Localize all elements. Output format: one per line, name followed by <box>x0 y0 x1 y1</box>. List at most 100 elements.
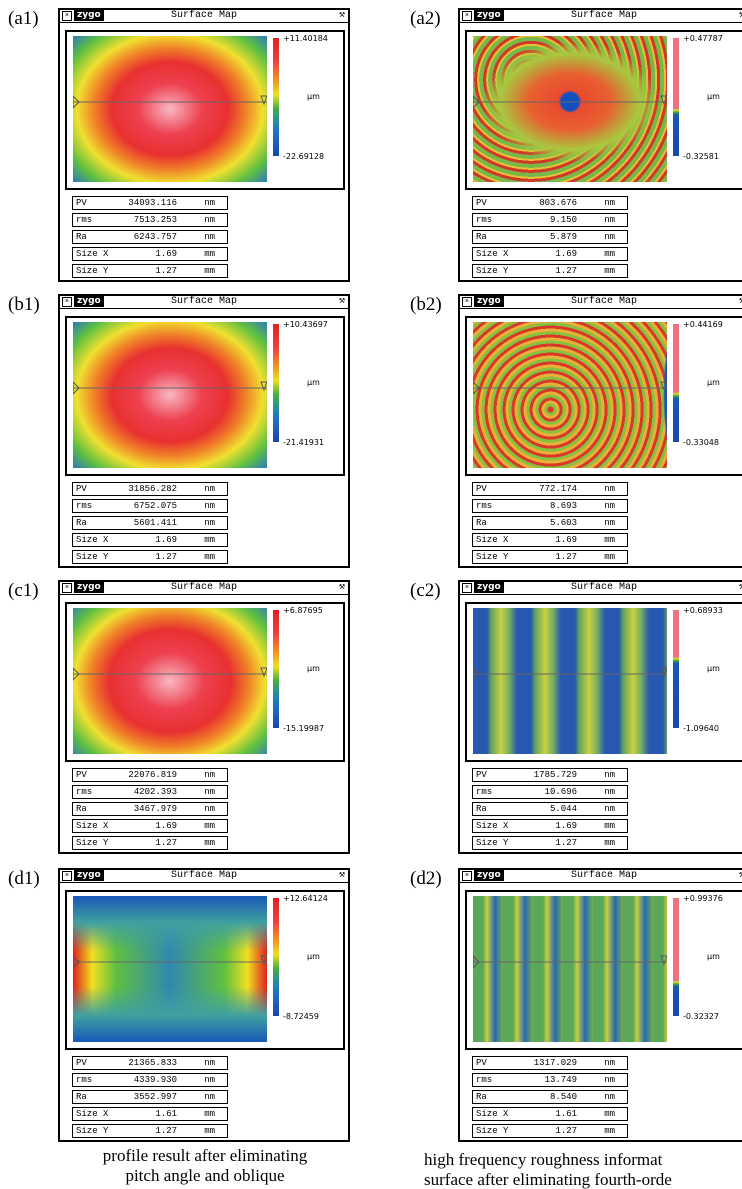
surface-map <box>73 608 267 754</box>
stat-value: 13.749 <box>545 1074 577 1086</box>
stat-unit: nm <box>204 803 215 815</box>
profile-line <box>473 608 667 754</box>
surface-map <box>473 36 667 182</box>
panel-label: (b1) <box>8 294 40 316</box>
scale-unit: μm <box>307 92 320 101</box>
stat-name: Size X <box>476 248 508 260</box>
stat-unit: nm <box>204 214 215 226</box>
stat-name: Ra <box>76 1091 87 1103</box>
stat-name: Size Y <box>76 837 108 849</box>
stat-value: 3552.997 <box>134 1091 177 1103</box>
stat-row: rms10.696nm <box>472 785 628 799</box>
stat-name: PV <box>76 1057 87 1069</box>
title-bar: ×zygoSurface Map⚒ <box>460 10 742 23</box>
stat-value: 1.69 <box>155 534 177 546</box>
stat-name: rms <box>476 500 492 512</box>
stat-row: Ra5.044nm <box>472 802 628 816</box>
panel: ×zygoSurface Map⚒+11.40184μm-22.69128PV3… <box>58 8 350 282</box>
stat-unit: mm <box>204 1125 215 1137</box>
stat-name: Size Y <box>476 837 508 849</box>
panel-label: (c2) <box>410 580 441 602</box>
stat-name: PV <box>476 197 487 209</box>
color-bar <box>273 324 279 442</box>
scale-unit: μm <box>307 952 320 961</box>
scale-min: -1.09640 <box>683 724 719 733</box>
stat-row: Size X1.69mm <box>472 247 628 261</box>
profile-line <box>473 896 667 1042</box>
stat-unit: mm <box>204 265 215 277</box>
stat-value: 34093.116 <box>128 197 177 209</box>
stat-value: 4339.930 <box>134 1074 177 1086</box>
title-bar: ×zygoSurface Map⚒ <box>460 296 742 309</box>
stat-value: 22076.819 <box>128 769 177 781</box>
stat-value: 1.69 <box>555 534 577 546</box>
stat-value: 1.27 <box>555 551 577 563</box>
stat-unit: mm <box>204 1108 215 1120</box>
stat-unit: nm <box>604 500 615 512</box>
stat-name: rms <box>76 214 92 226</box>
color-bar <box>273 610 279 728</box>
stat-row: Size Y1.27mm <box>72 1124 228 1138</box>
stat-value: 1.61 <box>155 1108 177 1120</box>
stat-unit: nm <box>204 1074 215 1086</box>
stat-row: PV22076.819nm <box>72 768 228 782</box>
stat-name: rms <box>76 786 92 798</box>
scale-min: -0.33048 <box>683 438 719 447</box>
stat-value: 5601.411 <box>134 517 177 529</box>
color-bar <box>673 610 679 728</box>
caption-line: pitch angle and oblique <box>40 1166 370 1186</box>
stat-name: rms <box>476 214 492 226</box>
stat-unit: nm <box>604 1057 615 1069</box>
panel-label: (b2) <box>410 294 442 316</box>
wrench-icon: ⚒ <box>339 870 345 882</box>
stat-name: Size Y <box>476 265 508 277</box>
stat-unit: nm <box>604 803 615 815</box>
stat-name: Size X <box>76 820 108 832</box>
figure: profile result after eliminatingpitch an… <box>0 0 742 1189</box>
scale-min: -21.41931 <box>283 438 324 447</box>
stat-value: 10.696 <box>545 786 577 798</box>
scale-max: +6.87695 <box>283 606 323 615</box>
stat-name: rms <box>476 1074 492 1086</box>
scale-unit: μm <box>707 92 720 101</box>
stat-name: Ra <box>76 231 87 243</box>
stat-value: 803.676 <box>539 197 577 209</box>
panel: ×zygoSurface Map⚒+0.47787μm-0.32581PV803… <box>458 8 742 282</box>
panel: ×zygoSurface Map⚒+12.64124μm-8.72459PV21… <box>58 868 350 1142</box>
stat-unit: nm <box>204 500 215 512</box>
stat-row: rms8.693nm <box>472 499 628 513</box>
stat-name: Ra <box>76 803 87 815</box>
stat-name: Size X <box>476 1108 508 1120</box>
stat-value: 1.27 <box>155 265 177 277</box>
stat-name: PV <box>76 483 87 495</box>
stat-value: 4202.393 <box>134 786 177 798</box>
stat-unit: mm <box>604 248 615 260</box>
stat-name: Size Y <box>76 1125 108 1137</box>
panel-label: (c1) <box>8 580 39 602</box>
stat-value: 1.27 <box>155 837 177 849</box>
scale-max: +11.40184 <box>283 34 328 43</box>
scale-max: +0.47787 <box>683 34 723 43</box>
stat-name: Ra <box>476 231 487 243</box>
stat-unit: nm <box>604 483 615 495</box>
scale-max: +10.43697 <box>283 320 328 329</box>
stat-unit: mm <box>204 837 215 849</box>
stat-name: PV <box>476 1057 487 1069</box>
panel-title: Surface Map <box>460 870 742 882</box>
stat-value: 21365.833 <box>128 1057 177 1069</box>
stat-unit: nm <box>604 1091 615 1103</box>
color-bar <box>273 898 279 1016</box>
profile-line <box>73 322 267 468</box>
stat-unit: mm <box>604 1108 615 1120</box>
stat-unit: mm <box>204 820 215 832</box>
